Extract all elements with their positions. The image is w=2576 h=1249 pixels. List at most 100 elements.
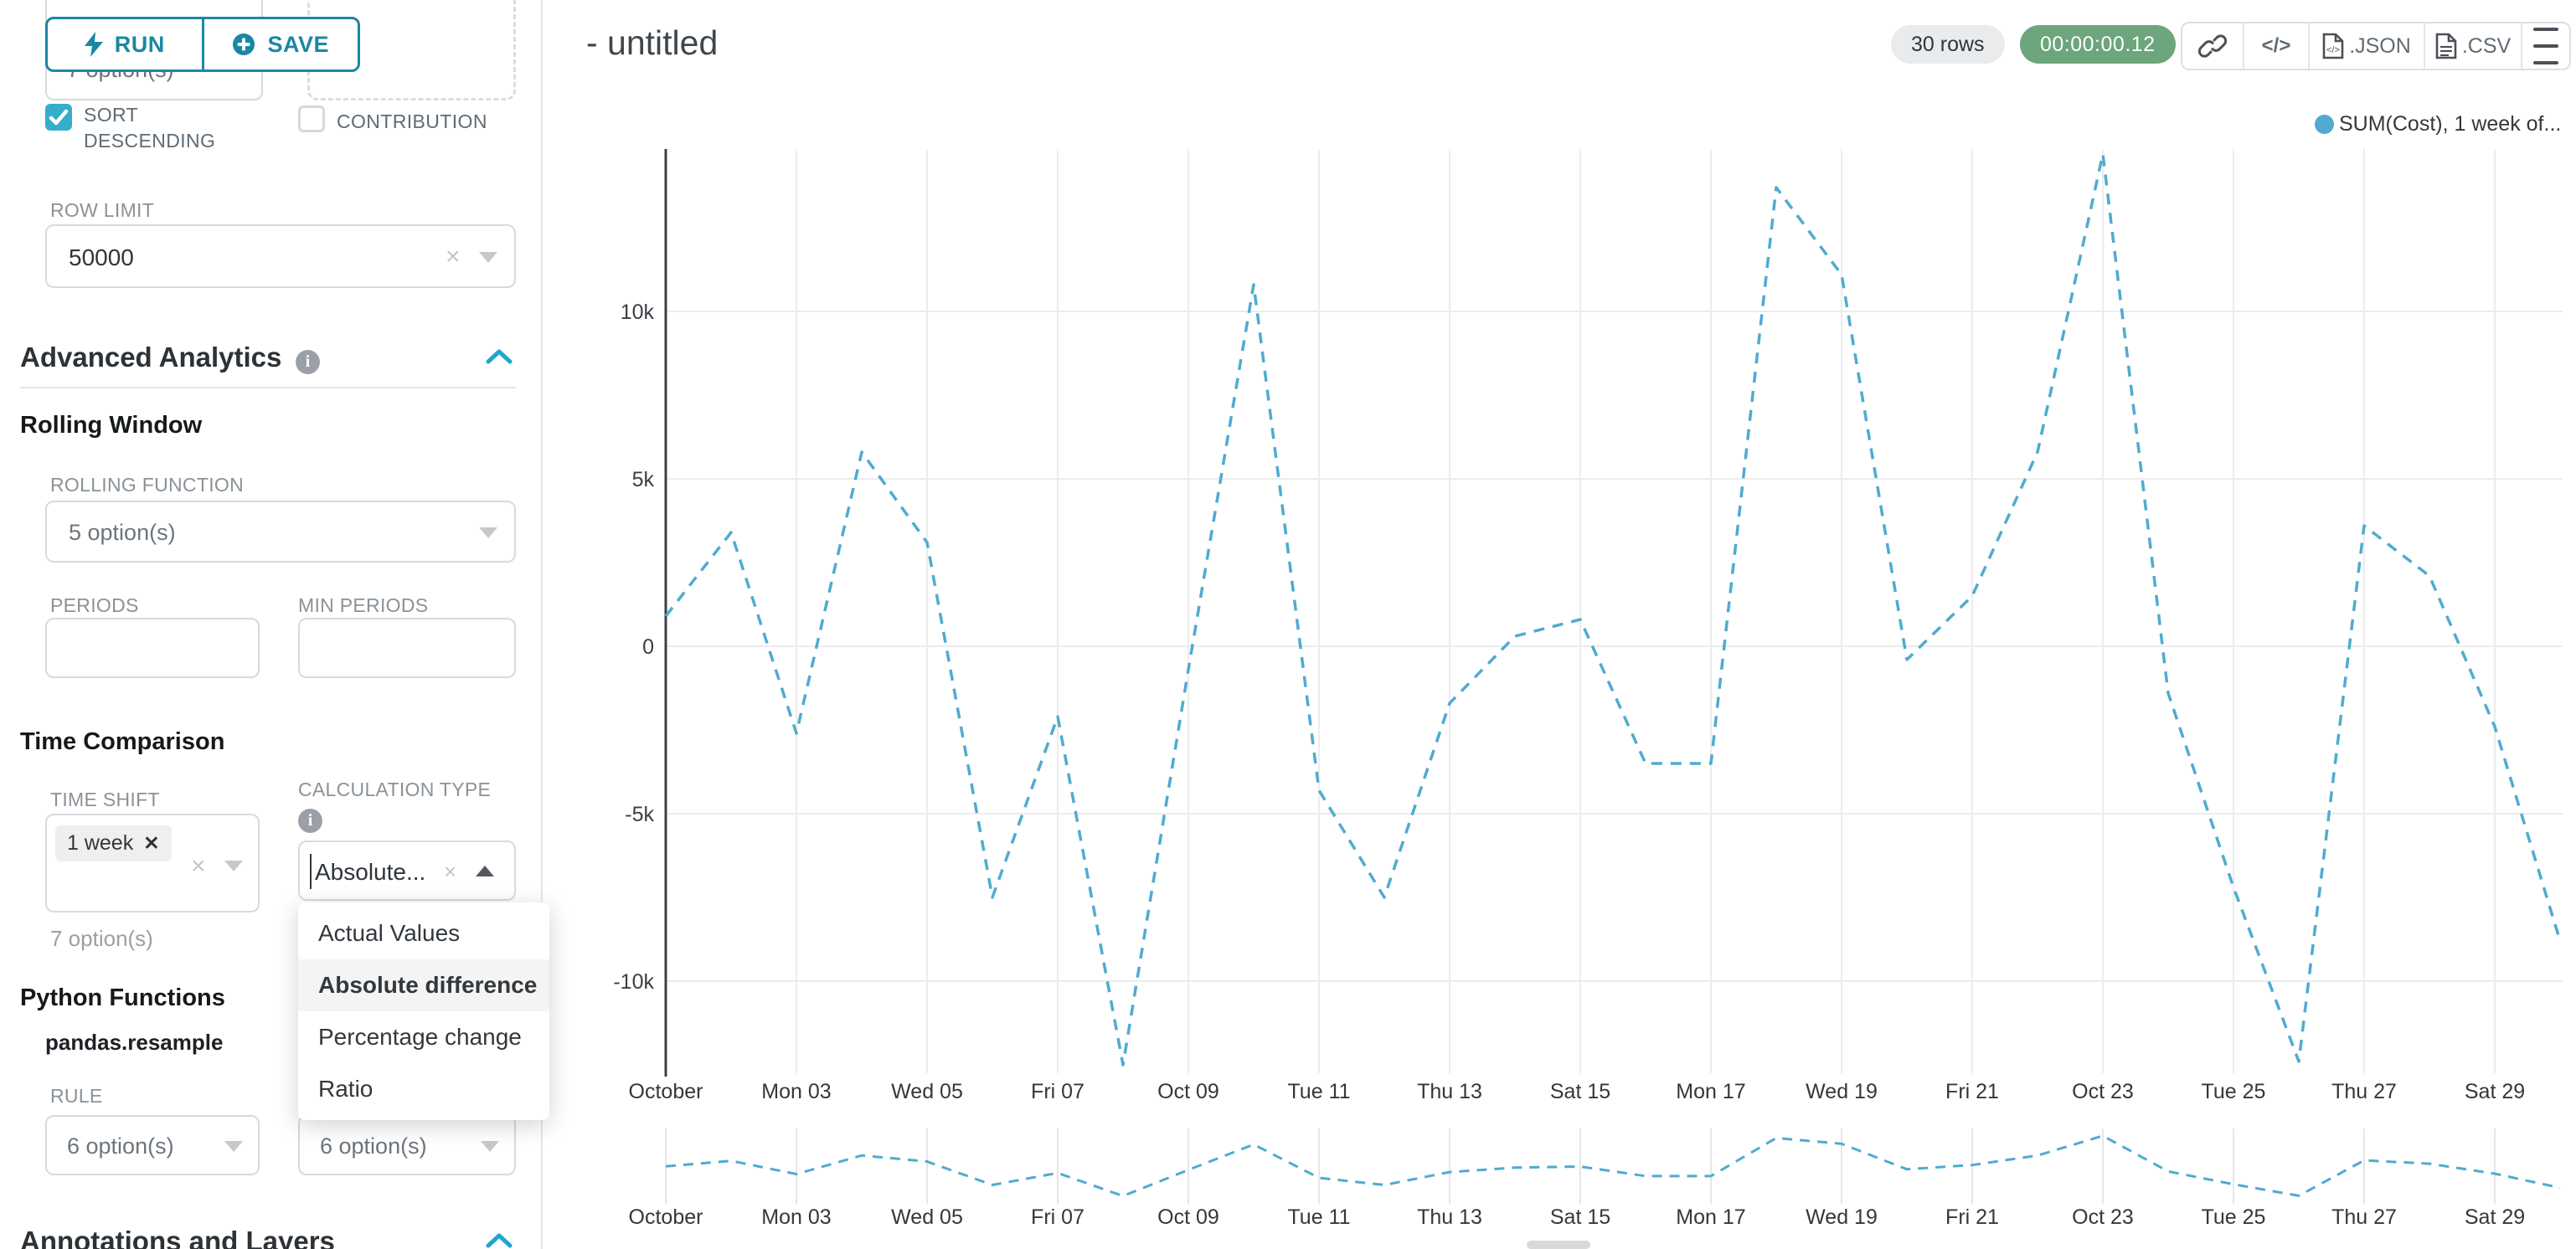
calculation-type-dropdown: Actual Values Absolute difference Percen…: [298, 902, 549, 1120]
contribution-label: CONTRIBUTION: [337, 111, 487, 132]
tag-remove-icon[interactable]: ✕: [143, 832, 160, 854]
info-icon[interactable]: i: [298, 809, 322, 833]
svg-text:Oct 23: Oct 23: [2072, 1080, 2134, 1103]
svg-text:Sat 15: Sat 15: [1550, 1080, 1610, 1103]
svg-text:Sat 15: Sat 15: [1550, 1205, 1610, 1229]
timeseries-line-chart[interactable]: 10k 5k 0 -5k -10k October Mon 03 Wed 05 Fri 07 Oc…: [541, 0, 2576, 1249]
rule-label: RULE: [50, 1085, 103, 1107]
panel-divider: [541, 0, 543, 1249]
svg-text:Thu 27: Thu 27: [2331, 1205, 2397, 1229]
dropdown-option-absolute-difference[interactable]: Absolute difference: [298, 959, 549, 1011]
rule-select[interactable]: 6 option(s): [45, 1115, 260, 1175]
save-button-label: SAVE: [267, 31, 330, 57]
run-save-group: RUN SAVE: [45, 17, 360, 72]
svg-text:Fri 21: Fri 21: [1945, 1205, 1999, 1229]
python-functions-title: Python Functions: [20, 984, 225, 1011]
min-periods-label: MIN PERIODS: [298, 594, 429, 616]
horizontal-scrollbar-thumb[interactable]: [1527, 1241, 1590, 1249]
svg-text:10k: 10k: [621, 301, 655, 324]
caret-up-icon[interactable]: [476, 866, 494, 876]
dropdown-option-ratio[interactable]: Ratio: [318, 1076, 374, 1102]
svg-text:</>: </>: [2326, 45, 2340, 55]
svg-text:0: 0: [642, 635, 654, 659]
export-csv-button[interactable]: .CSV: [2424, 23, 2521, 69]
export-toolbar: </> </> .JSON .CSV: [2181, 22, 2571, 70]
clear-icon[interactable]: ×: [191, 852, 206, 880]
time-shift-tag: 1 week ✕: [55, 825, 172, 861]
svg-text:-5k: -5k: [625, 803, 654, 826]
time-shift-tag-label: 1 week: [67, 831, 134, 855]
svg-text:Thu 27: Thu 27: [2331, 1080, 2397, 1103]
svg-text:Sat 29: Sat 29: [2465, 1205, 2525, 1229]
rule-select-secondary[interactable]: 6 option(s): [298, 1115, 516, 1175]
row-limit-select[interactable]: 50000 ×: [45, 224, 516, 288]
sort-descending-checkbox[interactable]: [45, 104, 72, 131]
chart-title[interactable]: - untitled: [586, 23, 719, 62]
plus-circle-icon: [233, 33, 255, 55]
rolling-function-select[interactable]: 5 option(s): [45, 501, 516, 563]
advanced-analytics-header[interactable]: Advanced Analytics i: [20, 342, 320, 374]
more-menu-button[interactable]: [2521, 23, 2569, 69]
caret-down-icon[interactable]: [479, 252, 497, 263]
svg-text:October: October: [629, 1205, 703, 1229]
clear-icon[interactable]: ×: [444, 859, 457, 884]
chart-legend[interactable]: SUM(Cost), 1 week of...: [2315, 112, 2561, 136]
svg-text:Thu 13: Thu 13: [1417, 1080, 1482, 1103]
bolt-icon: [84, 32, 103, 57]
svg-text:Sat 29: Sat 29: [2465, 1080, 2525, 1103]
row-limit-value: 50000: [69, 244, 134, 270]
annotations-layers-title[interactable]: Annotations and Layers: [20, 1226, 335, 1249]
contribution-checkbox[interactable]: [298, 105, 325, 132]
calculation-type-value: Absolute...: [315, 859, 426, 885]
svg-text:Oct 09: Oct 09: [1157, 1080, 1219, 1103]
svg-text:Mon 03: Mon 03: [761, 1080, 831, 1103]
caret-down-icon[interactable]: [224, 861, 243, 871]
rolling-window-title: Rolling Window: [20, 412, 203, 439]
dropdown-option-percentage-change[interactable]: Percentage change: [318, 1024, 522, 1050]
periods-label: PERIODS: [50, 594, 139, 616]
caret-down-icon[interactable]: [479, 527, 497, 538]
svg-text:Tue 25: Tue 25: [2202, 1205, 2266, 1229]
clear-icon[interactable]: ×: [446, 243, 461, 270]
export-json-label: .JSON: [2349, 33, 2411, 58]
svg-text:Wed 05: Wed 05: [891, 1205, 963, 1229]
check-icon: [49, 109, 69, 126]
time-shift-select[interactable]: 1 week ✕ ×: [45, 814, 260, 912]
run-button-label: RUN: [114, 31, 165, 57]
svg-text:Tue 11: Tue 11: [1287, 1205, 1350, 1229]
view-query-button[interactable]: </>: [2243, 23, 2308, 69]
save-button[interactable]: SAVE: [201, 19, 358, 69]
min-periods-input[interactable]: [298, 618, 516, 678]
svg-text:Fri 07: Fri 07: [1031, 1080, 1084, 1103]
query-timer-badge: 00:00:00.12: [2020, 25, 2176, 64]
svg-text:Fri 07: Fri 07: [1031, 1205, 1084, 1229]
run-button[interactable]: RUN: [48, 19, 202, 69]
link-icon: [2198, 34, 2227, 58]
legend-dot-icon: [2315, 115, 2334, 134]
file-text-icon: [2435, 33, 2457, 59]
svg-text:Oct 23: Oct 23: [2072, 1205, 2134, 1229]
rule-select-value: 6 option(s): [67, 1133, 174, 1159]
dropdown-option-actual-values[interactable]: Actual Values: [318, 920, 461, 946]
caret-down-icon[interactable]: [481, 1141, 499, 1152]
chevron-up-icon[interactable]: [484, 347, 514, 367]
copy-link-button[interactable]: [2182, 23, 2243, 69]
svg-text:Oct 09: Oct 09: [1157, 1205, 1219, 1229]
svg-text:Wed 19: Wed 19: [1806, 1080, 1878, 1103]
svg-text:Mon 17: Mon 17: [1676, 1080, 1745, 1103]
periods-input[interactable]: [45, 618, 260, 678]
row-count-badge: 30 rows: [1891, 25, 2005, 64]
svg-text:Wed 19: Wed 19: [1806, 1205, 1878, 1229]
svg-text:5k: 5k: [632, 468, 655, 491]
advanced-analytics-title: Advanced Analytics: [20, 342, 282, 373]
info-icon[interactable]: i: [295, 350, 320, 374]
calculation-type-select[interactable]: Absolute... ×: [298, 840, 516, 901]
chevron-up-icon[interactable]: [484, 1231, 514, 1249]
export-json-button[interactable]: </> .JSON: [2308, 23, 2424, 69]
pandas-resample-label: pandas.resample: [45, 1030, 224, 1055]
caret-down-icon[interactable]: [224, 1141, 243, 1152]
rolling-function-value: 5 option(s): [69, 520, 176, 545]
text-cursor: [310, 854, 312, 889]
time-shift-label: TIME SHIFT: [50, 789, 160, 810]
